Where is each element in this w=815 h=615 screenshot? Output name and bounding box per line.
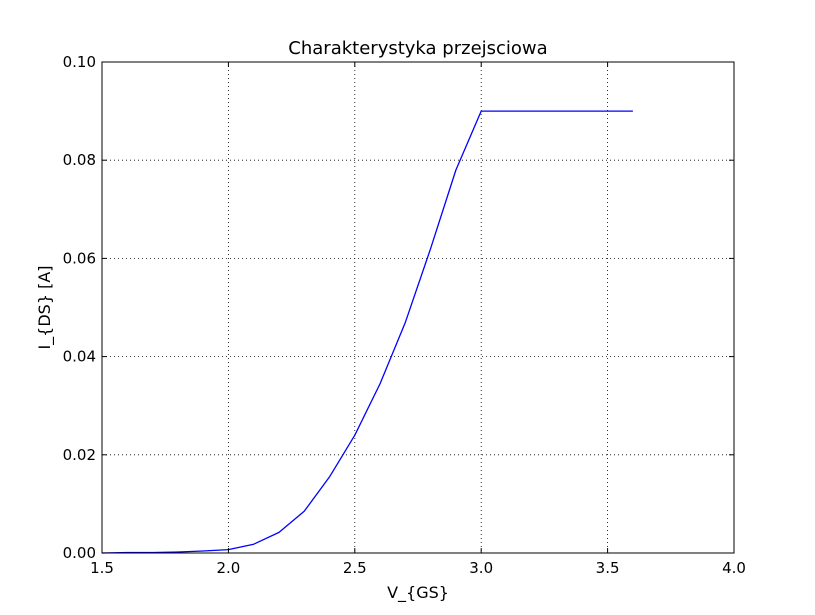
chart-title: Charakterystyka przejsciowa [288, 38, 547, 59]
x-tick-label: 3.5 [596, 559, 620, 577]
x-tick-label: 2.5 [343, 559, 367, 577]
tick-layer: 1.5 2.0 2.5 3.0 3.5 4.0 0.00 0.02 0.04 0.06 0.08 0.… [63, 53, 746, 577]
plot-area-frame [101, 61, 735, 554]
grid-layer [102, 62, 734, 553]
y-tick-label: 0.00 [63, 544, 96, 562]
x-tick-label: 2.0 [216, 559, 240, 577]
y-tick-label: 0.08 [63, 151, 96, 169]
y-tick-label: 0.02 [63, 446, 96, 464]
y-tick-label: 0.06 [63, 249, 96, 267]
y-tick-label: 0.10 [63, 53, 96, 71]
series-layer [101, 110, 633, 554]
series-line [101, 110, 633, 554]
x-tick-label: 4.0 [722, 559, 746, 577]
x-tick-label: 1.5 [90, 559, 114, 577]
y-tick-label: 0.04 [63, 348, 96, 366]
x-tick-label: 3.0 [469, 559, 493, 577]
x-axis-label: V_{GS} [387, 583, 449, 603]
y-axis-label: I_{DS} [A] [35, 265, 55, 349]
